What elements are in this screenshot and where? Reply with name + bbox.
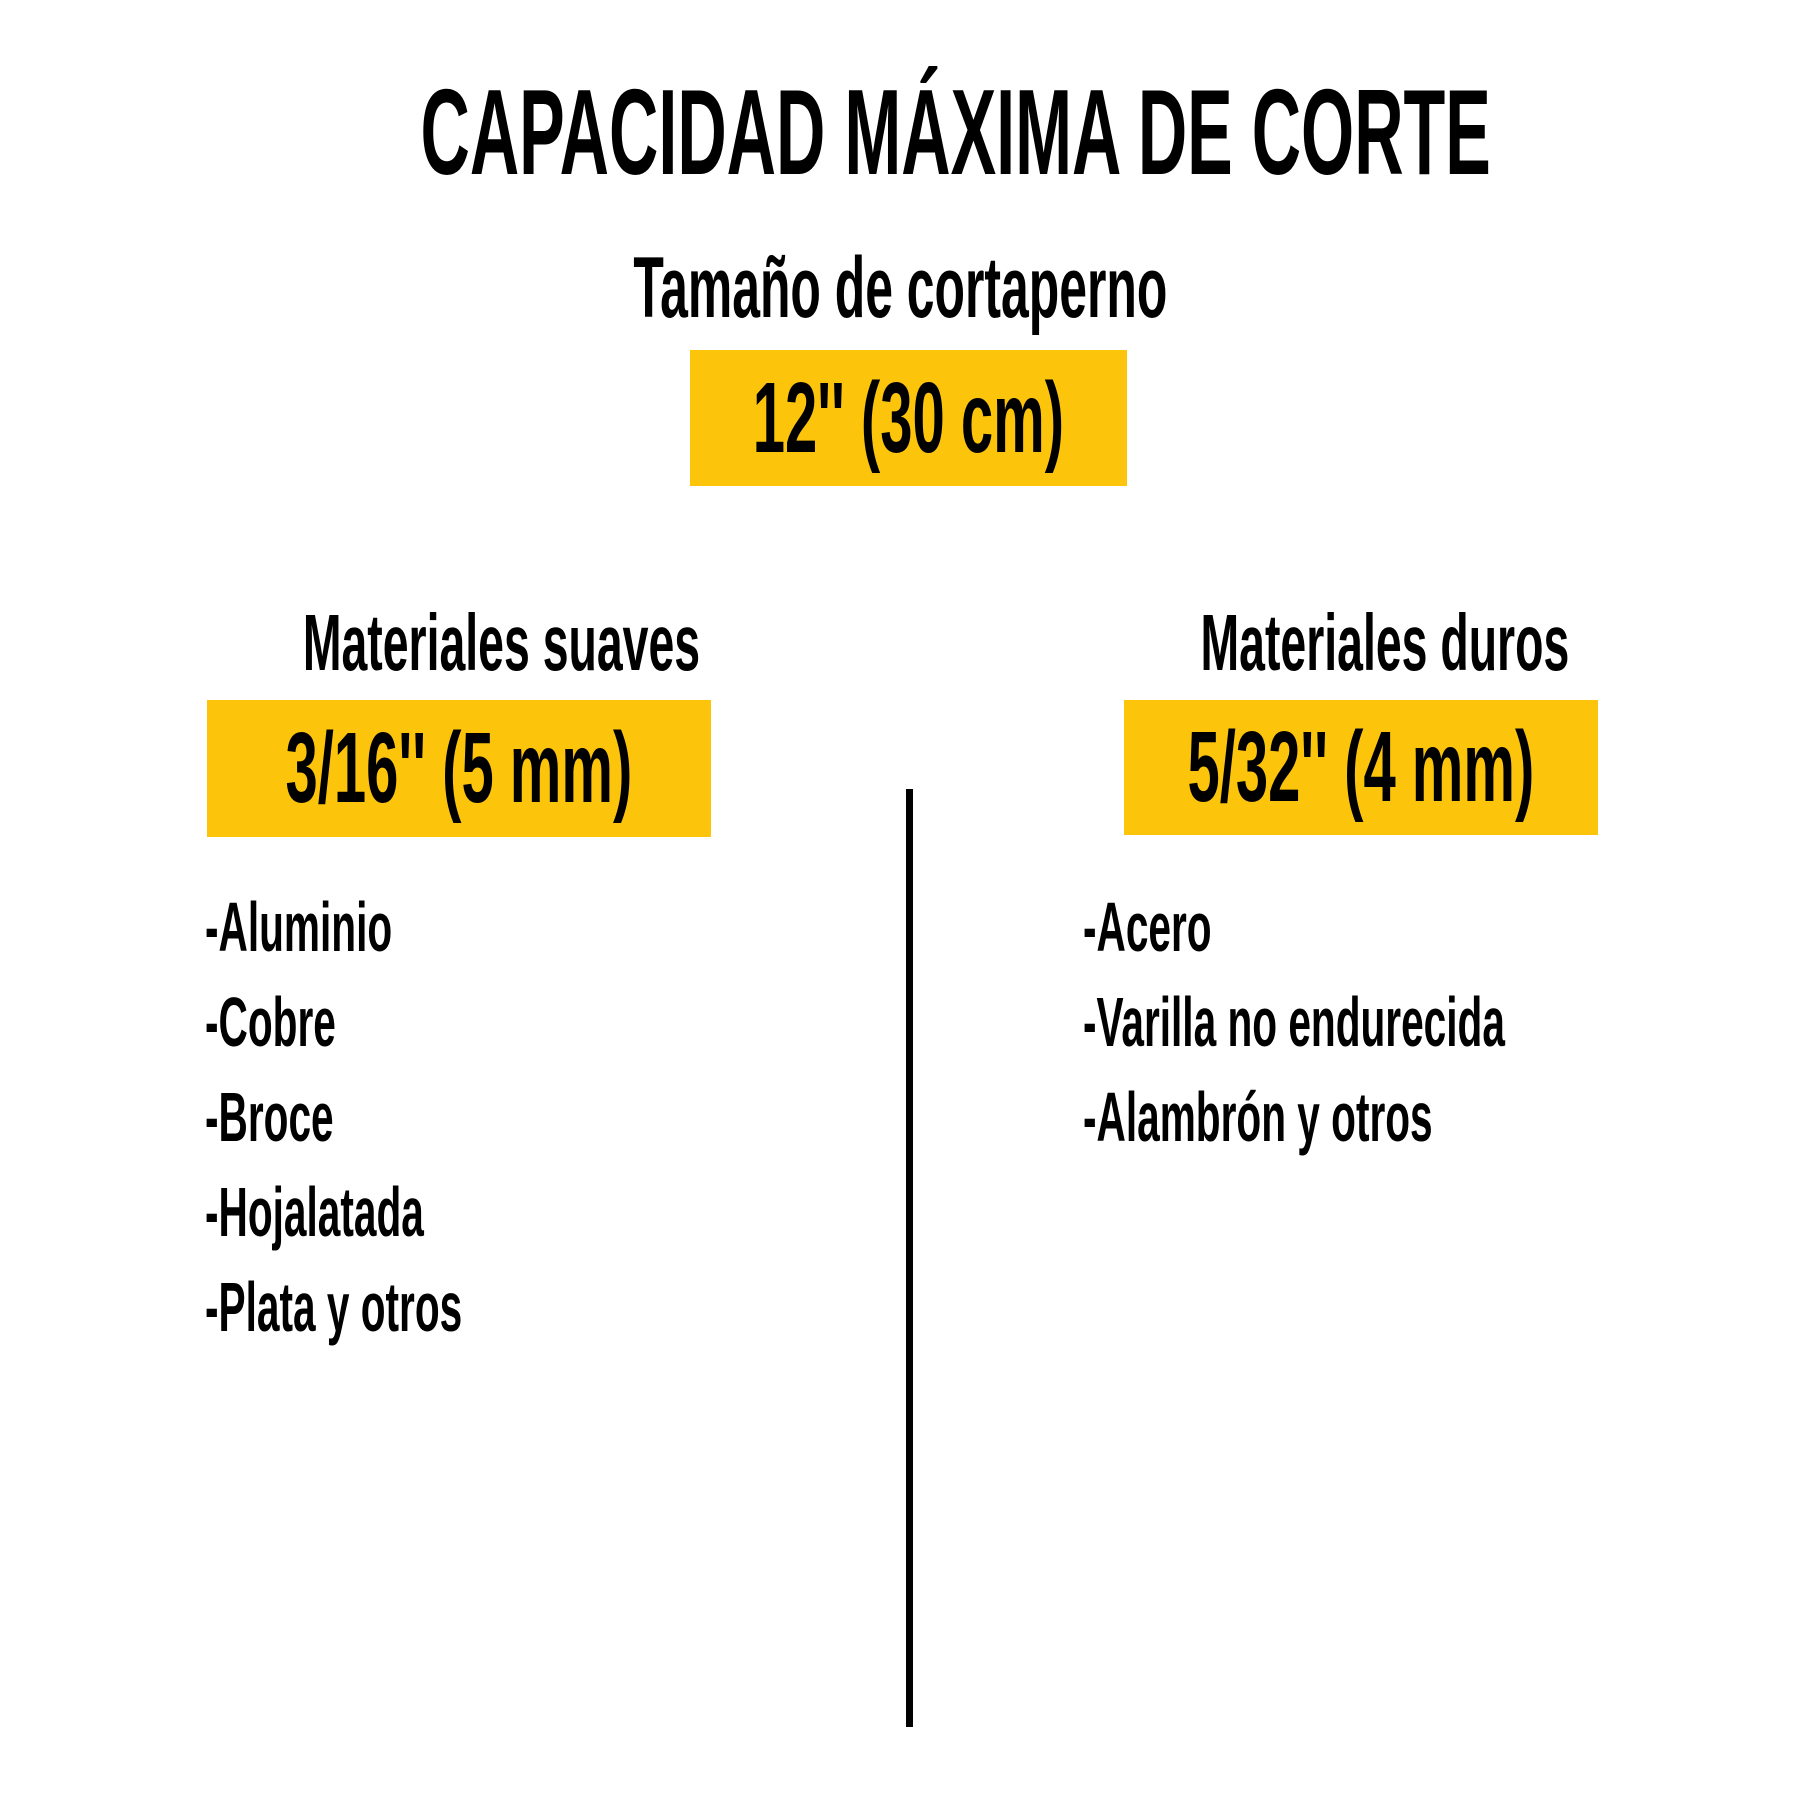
list-item-text: -Hojalatada (205, 1173, 424, 1251)
list-item-text: -Varilla no endurecida (1083, 983, 1505, 1061)
list-item: -Hojalatada (205, 1165, 648, 1260)
list-item-text: -Cobre (205, 983, 336, 1061)
subtitle: Tamaño de cortaperno (0, 238, 1800, 338)
page-title: CAPACIDAD MÁXIMA DE CORTE (0, 64, 1800, 200)
cutter-size-badge: 12'' (30 cm) (690, 350, 1127, 486)
list-item: -Plata y otros (205, 1260, 648, 1355)
list-item-text: -Plata y otros (205, 1268, 463, 1346)
cutter-size-value: 12'' (30 cm) (752, 361, 1065, 474)
list-item-text: -Broce (205, 1078, 334, 1156)
list-item: -Cobre (205, 975, 648, 1070)
list-item-text: -Aluminio (205, 888, 393, 966)
list-item: -Broce (205, 1070, 648, 1165)
soft-materials-header-text: Materiales suaves (302, 598, 701, 687)
hard-materials-capacity-badge: 5/32'' (4 mm) (1124, 700, 1598, 835)
soft-materials-capacity-value: 3/16'' (5 mm) (285, 712, 633, 824)
list-item: -Aluminio (205, 880, 648, 975)
soft-materials-header: Materiales suaves (159, 598, 759, 688)
hard-materials-header: Materiales duros (1067, 598, 1667, 688)
list-item-text: -Alambrón y otros (1083, 1078, 1433, 1156)
page-title-text: CAPACIDAD MÁXIMA DE CORTE (420, 64, 1491, 200)
list-item: -Varilla no endurecida (1083, 975, 1800, 1070)
hard-materials-capacity-value: 5/32'' (4 mm) (1187, 711, 1535, 823)
list-item: -Alambrón y otros (1083, 1070, 1800, 1165)
hard-materials-list: -Acero -Varilla no endurecida -Alambrón … (1083, 880, 1800, 1165)
soft-materials-list: -Aluminio -Cobre -Broce -Hojalatada -Pla… (205, 880, 648, 1355)
list-item-text: -Acero (1083, 888, 1212, 966)
list-item: -Acero (1083, 880, 1800, 975)
subtitle-text: Tamaño de cortaperno (633, 240, 1167, 336)
soft-materials-capacity-badge: 3/16'' (5 mm) (207, 700, 711, 837)
hard-materials-header-text: Materiales duros (1200, 598, 1570, 687)
column-divider-line (906, 789, 913, 1727)
